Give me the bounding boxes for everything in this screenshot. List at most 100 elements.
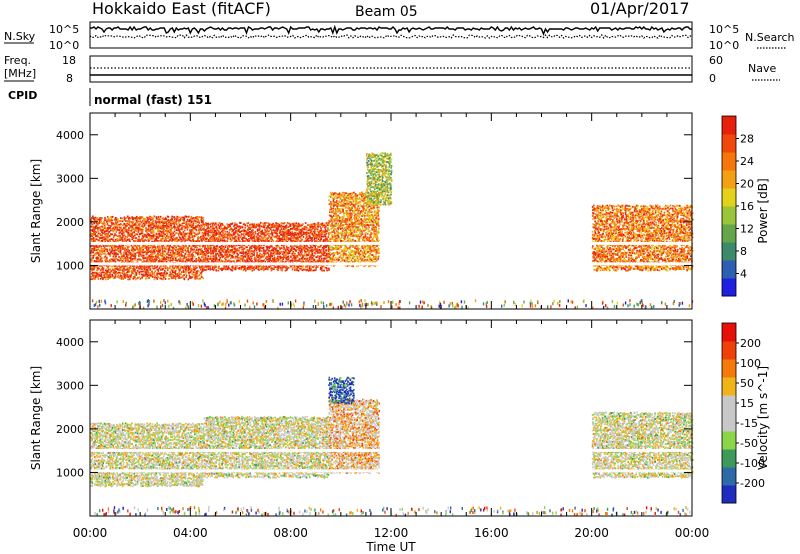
power-cell xyxy=(103,276,106,279)
power-cell xyxy=(225,228,228,230)
power-cell xyxy=(204,265,207,267)
power-cell xyxy=(277,250,279,252)
power-cell xyxy=(236,235,238,238)
power-cell xyxy=(189,270,192,273)
power-cell xyxy=(201,265,204,268)
power-cell xyxy=(215,265,218,268)
power-cell xyxy=(183,245,186,248)
power-cell xyxy=(271,238,274,241)
power-cell xyxy=(134,276,136,279)
power-cell xyxy=(280,226,283,229)
power-cell xyxy=(129,265,132,268)
power-cell xyxy=(341,234,343,237)
power-cell xyxy=(114,267,116,270)
power-cell xyxy=(246,233,248,236)
power-cell xyxy=(114,232,116,235)
power-cell xyxy=(141,232,144,235)
power-cell xyxy=(173,222,176,225)
power-cell xyxy=(94,233,97,235)
power-cell xyxy=(100,271,103,274)
power-cell xyxy=(257,255,259,257)
power-cell xyxy=(175,266,178,269)
power-cell xyxy=(150,219,152,221)
power-cell xyxy=(159,222,162,225)
power-cell xyxy=(167,252,169,254)
power-cell xyxy=(202,268,204,271)
power-cell xyxy=(165,275,167,277)
power-cell xyxy=(302,264,305,267)
power-cell xyxy=(344,235,347,237)
power-cell xyxy=(327,252,329,255)
power-cell xyxy=(335,208,338,211)
power-cell xyxy=(188,219,191,221)
power-cell xyxy=(329,224,332,227)
power-cell xyxy=(257,240,259,243)
power-cell xyxy=(326,267,328,270)
power-cell xyxy=(296,256,299,259)
power-cell xyxy=(117,274,119,277)
power-cell xyxy=(152,236,155,238)
power-cell xyxy=(211,252,213,255)
power-cell xyxy=(332,197,334,200)
power-cell xyxy=(133,250,135,253)
power-cell xyxy=(194,272,197,275)
power-cell xyxy=(139,240,142,243)
power-cell xyxy=(102,267,105,270)
power-cell xyxy=(92,234,94,236)
power-cell xyxy=(121,255,123,258)
power-cell xyxy=(249,234,251,237)
power-cell xyxy=(233,268,236,271)
power-cell xyxy=(106,248,109,251)
power-cell xyxy=(143,224,146,227)
power-cell xyxy=(105,258,108,261)
power-cell xyxy=(244,255,246,257)
power-cell xyxy=(312,255,315,257)
power-cell xyxy=(260,225,263,228)
power-cell xyxy=(233,228,236,231)
power-cell xyxy=(239,236,242,239)
power-cell xyxy=(295,231,298,234)
power-cell xyxy=(168,221,170,224)
power-cell xyxy=(239,240,241,243)
power-cell xyxy=(257,234,259,236)
power-cell xyxy=(311,223,314,226)
power-cell xyxy=(183,238,185,240)
power-cell xyxy=(154,266,157,268)
power-cell xyxy=(163,233,165,236)
power-cell xyxy=(198,222,201,224)
power-cell xyxy=(247,226,250,229)
power-cell xyxy=(117,268,119,270)
power-cell xyxy=(148,237,150,240)
power-cell xyxy=(114,252,117,254)
power-cell xyxy=(299,254,302,256)
power-cell xyxy=(117,253,120,256)
power-cell xyxy=(294,268,297,271)
power-cell xyxy=(164,267,167,270)
power-cell xyxy=(191,259,193,262)
power-cell xyxy=(124,239,126,241)
power-cell xyxy=(169,227,171,229)
power-cell xyxy=(212,251,214,253)
power-cell xyxy=(165,218,168,221)
power-cell xyxy=(295,259,297,262)
power-cell xyxy=(120,246,122,248)
power-cell xyxy=(105,260,107,263)
power-cell xyxy=(322,245,325,248)
power-cell xyxy=(144,222,146,225)
power-cell xyxy=(136,270,139,273)
power-cell xyxy=(331,234,333,236)
power-cell xyxy=(204,234,207,237)
power-cell xyxy=(147,218,150,221)
power-cell xyxy=(283,255,286,257)
power-cell xyxy=(344,264,347,267)
power-cell xyxy=(215,247,218,250)
power-cell xyxy=(342,250,344,253)
power-cell xyxy=(330,218,332,220)
power-cell xyxy=(144,271,146,273)
power-cell xyxy=(276,234,279,237)
power-cell xyxy=(150,257,153,260)
power-cell xyxy=(164,236,167,239)
power-cell xyxy=(310,267,312,270)
power-cell xyxy=(198,248,201,251)
power-cell xyxy=(149,272,152,274)
